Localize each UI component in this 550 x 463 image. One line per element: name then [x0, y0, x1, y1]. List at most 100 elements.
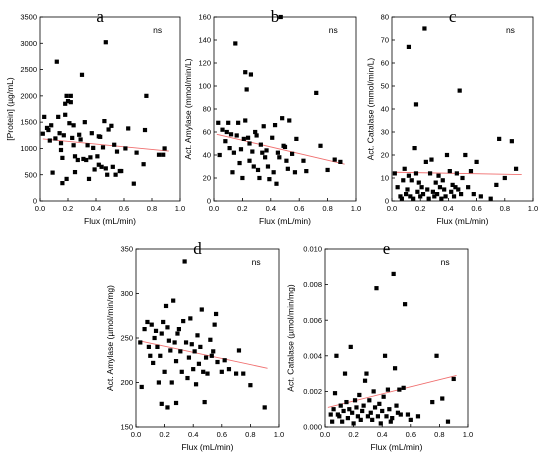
y-tick-label: 0: [33, 197, 37, 206]
data-point: [234, 371, 239, 376]
data-point: [267, 177, 272, 182]
data-point: [201, 369, 206, 374]
data-point: [173, 400, 179, 406]
data-point: [243, 70, 248, 75]
y-tick-label: 80: [203, 105, 211, 114]
y-tick-label: 20: [381, 151, 389, 160]
data-point: [103, 166, 108, 171]
significance-label: ns: [153, 25, 162, 35]
data-point: [82, 120, 87, 125]
data-point: [398, 194, 403, 199]
x-axis-label: Flux (mL/min): [259, 216, 311, 226]
data-point: [78, 137, 83, 142]
x-tick-label: 0.4: [266, 204, 276, 213]
data-point: [42, 114, 47, 119]
data-point: [46, 127, 51, 133]
data-point: [220, 127, 225, 132]
data-point: [205, 371, 210, 376]
data-point: [341, 408, 346, 414]
panel-a: 0.0 0.2 0.4 0.6 0.8 1.0 0 500 1000 1500 2000 2500 30…: [5, 7, 185, 226]
data-point: [440, 178, 445, 183]
data-point: [98, 134, 103, 139]
data-point: [248, 383, 253, 388]
data-point: [392, 171, 397, 176]
y-tick-label: 3000: [20, 39, 37, 48]
x-tick-label: 1.0: [175, 204, 185, 213]
data-point: [433, 180, 438, 185]
data-point: [158, 353, 163, 358]
data-point: [381, 394, 386, 399]
y-tick-label: 60: [381, 59, 389, 68]
panel-letter: e: [383, 239, 391, 258]
y-tick-label: 2000: [20, 91, 37, 100]
panel-letter: a: [96, 7, 104, 26]
data-point: [257, 175, 262, 181]
data-point: [203, 355, 209, 360]
data-point: [509, 139, 514, 144]
x-tick-label: 1.0: [274, 430, 284, 439]
data-point: [240, 175, 245, 181]
data-point: [357, 392, 362, 398]
data-point: [497, 136, 502, 141]
data-point: [284, 158, 289, 163]
data-point: [314, 90, 319, 95]
x-tick-label: 0.2: [63, 204, 73, 213]
significance-label: ns: [441, 257, 450, 267]
data-point: [237, 160, 242, 166]
trend-line: [138, 340, 268, 369]
data-point: [408, 194, 413, 199]
data-point: [47, 138, 52, 143]
data-point: [224, 129, 229, 135]
data-point: [408, 417, 413, 422]
data-point: [186, 355, 192, 360]
x-tick-label: 0.6: [294, 204, 304, 213]
data-point: [70, 135, 75, 141]
data-point: [361, 403, 366, 408]
y-tick-label: 0: [207, 197, 211, 206]
data-point: [236, 120, 241, 125]
data-point: [148, 353, 153, 358]
data-point: [85, 143, 90, 148]
data-point: [440, 396, 445, 401]
data-point: [413, 102, 419, 107]
data-point: [277, 155, 282, 160]
data-point: [377, 401, 382, 406]
data-point: [49, 123, 54, 128]
data-point: [364, 371, 369, 376]
data-point: [173, 359, 179, 364]
data-point: [413, 171, 419, 176]
y-tick-label: 2500: [20, 65, 37, 74]
panel-letter: d: [193, 239, 202, 258]
panel-letter: c: [449, 7, 457, 26]
y-tick-label: 10: [381, 174, 389, 183]
data-point: [460, 175, 465, 181]
data-point: [110, 164, 115, 169]
data-point: [471, 192, 476, 197]
data-point: [223, 139, 228, 144]
data-point: [86, 176, 92, 182]
x-tick-label: 0.2: [159, 430, 169, 439]
data-point: [380, 408, 385, 414]
data-point: [162, 146, 167, 151]
data-point: [406, 173, 412, 178]
y-tick-label: 70: [381, 36, 389, 45]
data-point: [280, 116, 285, 121]
data-point: [57, 131, 62, 136]
data-point: [68, 100, 73, 105]
data-point: [347, 407, 352, 412]
y-tick-label: 0.000: [303, 423, 322, 432]
y-axis-label: Act. Catalase (µmol/min/mg): [286, 284, 296, 392]
data-point: [264, 148, 269, 153]
x-tick-label: 1.0: [463, 430, 473, 439]
data-point: [350, 410, 355, 415]
data-point: [248, 72, 254, 77]
data-point: [211, 349, 216, 354]
data-point: [334, 353, 339, 358]
data-point: [435, 192, 440, 197]
data-point: [420, 192, 426, 197]
data-point: [429, 157, 434, 162]
data-point: [365, 414, 370, 419]
x-tick-label: 0.0: [320, 430, 330, 439]
data-point: [454, 171, 459, 176]
y-tick-label: 3500: [20, 13, 37, 22]
